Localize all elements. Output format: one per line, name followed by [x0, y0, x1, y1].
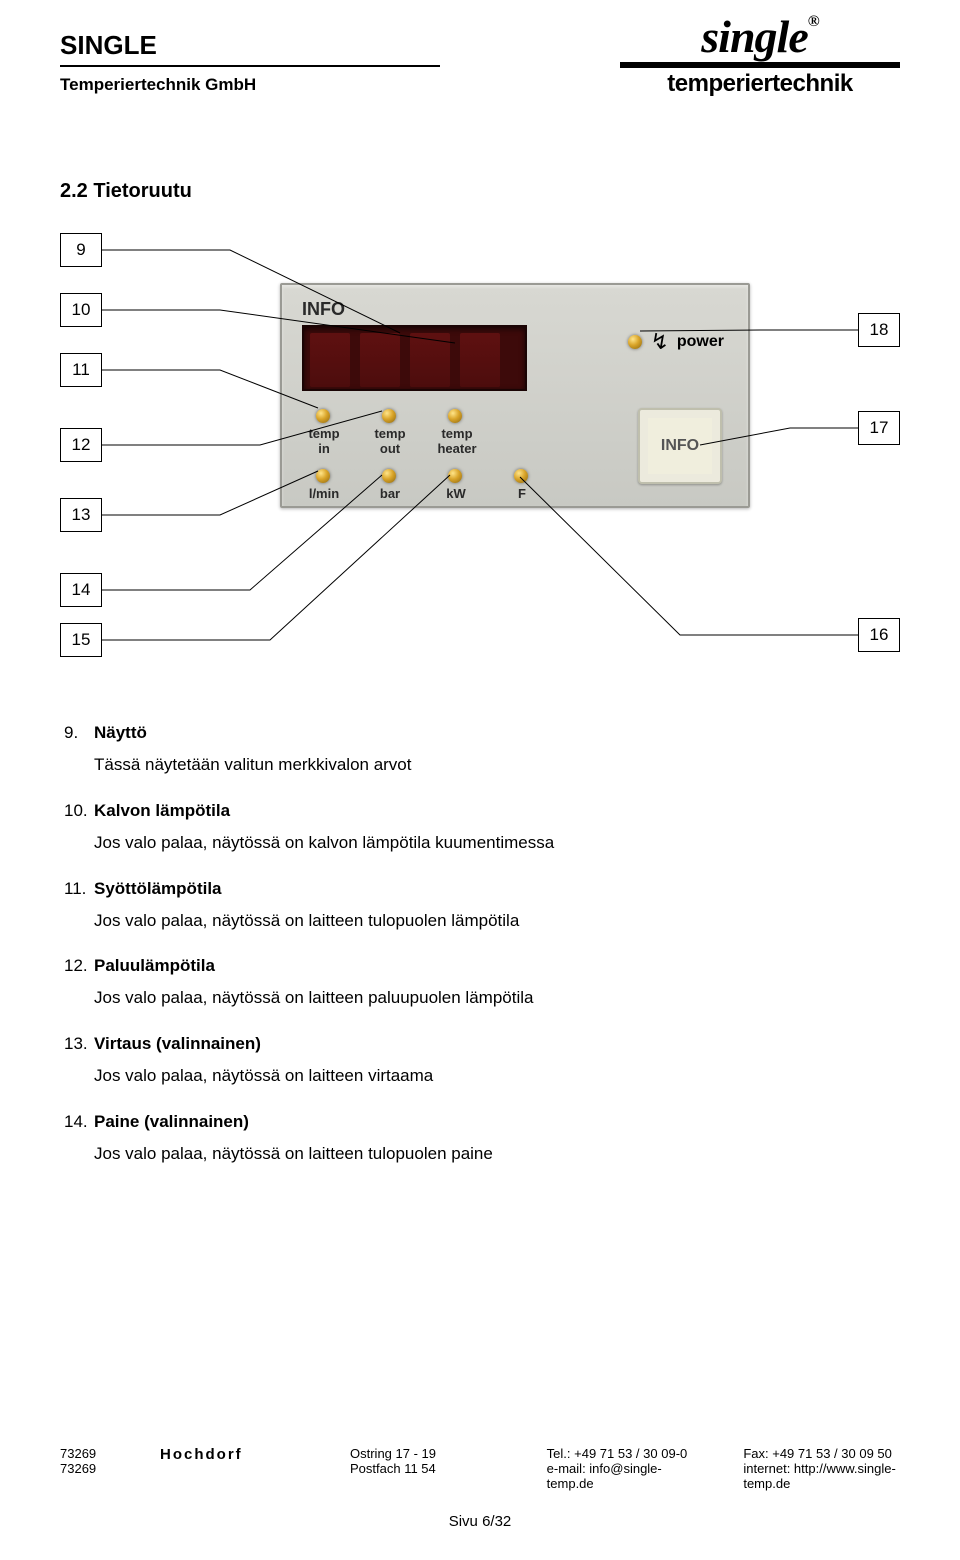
logo-reg: ® — [808, 13, 819, 30]
footer: 73269 73269 Hochdorf Ostring 17 - 19 Pos… — [60, 1446, 900, 1530]
header-rule — [60, 65, 440, 67]
led-lmin-icon — [316, 469, 330, 483]
lbl-lmin: l/min — [302, 487, 346, 502]
led-temp-out-icon — [382, 409, 396, 423]
led-f-icon — [514, 469, 528, 483]
footer-zip: 73269 73269 — [60, 1446, 120, 1491]
callout-17: 17 — [858, 411, 900, 445]
footer-web: Fax: +49 71 53 / 30 09 50 internet: http… — [743, 1446, 900, 1491]
info-button[interactable]: INFO — [638, 408, 722, 484]
logo-rule — [620, 62, 900, 68]
footer-city: Hochdorf — [160, 1446, 310, 1491]
led-temp-heater-icon — [448, 409, 462, 423]
lbl-f: F — [508, 487, 536, 502]
power-led-icon — [628, 335, 642, 349]
info-panel: INFO ↯ power tempin tempout tempheater l… — [280, 283, 750, 508]
logo-text: single — [701, 11, 807, 62]
seven-segment-display — [302, 325, 527, 391]
item-9: 9.Näyttö Tässä näytetään valitun merkkiv… — [64, 723, 900, 777]
callout-11: 11 — [60, 353, 102, 387]
callout-13: 13 — [60, 498, 102, 532]
lbl-temp-heater: tempheater — [432, 427, 482, 457]
page-number: Sivu 6/32 — [60, 1513, 900, 1530]
led-temp-in-icon — [316, 409, 330, 423]
led-kw-icon — [448, 469, 462, 483]
page-header: SINGLE Temperiertechnik GmbH single® tem… — [60, 30, 900, 150]
item-list: 9.Näyttö Tässä näytetään valitun merkkiv… — [60, 723, 900, 1166]
bolt-icon: ↯ — [650, 331, 668, 353]
item-13: 13.Virtaus (valinnainen) Jos valo palaa,… — [64, 1034, 900, 1088]
callout-15: 15 — [60, 623, 102, 657]
item-11: 11.Syöttölämpötila Jos valo palaa, näytö… — [64, 879, 900, 933]
logo-main: single® — [620, 14, 900, 60]
diagram: 9 10 11 12 13 14 15 18 17 16 INFO ↯ powe… — [60, 223, 900, 683]
lbl-bar: bar — [372, 487, 408, 502]
callout-18: 18 — [858, 313, 900, 347]
power-label: power — [677, 333, 724, 351]
callout-14: 14 — [60, 573, 102, 607]
power-indicator: ↯ power — [628, 331, 724, 353]
item-12: 12.Paluulämpötila Jos valo palaa, näytös… — [64, 956, 900, 1010]
callout-16: 16 — [858, 618, 900, 652]
led-bar-icon — [382, 469, 396, 483]
logo-sub: temperiertechnik — [620, 70, 900, 98]
section-title: 2.2 Tietoruutu — [60, 180, 900, 203]
panel-info-label: INFO — [302, 299, 345, 320]
lbl-temp-out: tempout — [368, 427, 412, 457]
item-14: 14.Paine (valinnainen) Jos valo palaa, n… — [64, 1112, 900, 1166]
logo: single® temperiertechnik — [620, 14, 900, 98]
lbl-kw: kW — [438, 487, 474, 502]
footer-contact: Tel.: +49 71 53 / 30 09-0 e-mail: info@s… — [547, 1446, 704, 1491]
item-10: 10.Kalvon lämpötila Jos valo palaa, näyt… — [64, 801, 900, 855]
callout-10: 10 — [60, 293, 102, 327]
footer-address: Ostring 17 - 19 Postfach 11 54 — [350, 1446, 507, 1491]
callout-12: 12 — [60, 428, 102, 462]
callout-9: 9 — [60, 233, 102, 267]
lbl-temp-in: tempin — [302, 427, 346, 457]
